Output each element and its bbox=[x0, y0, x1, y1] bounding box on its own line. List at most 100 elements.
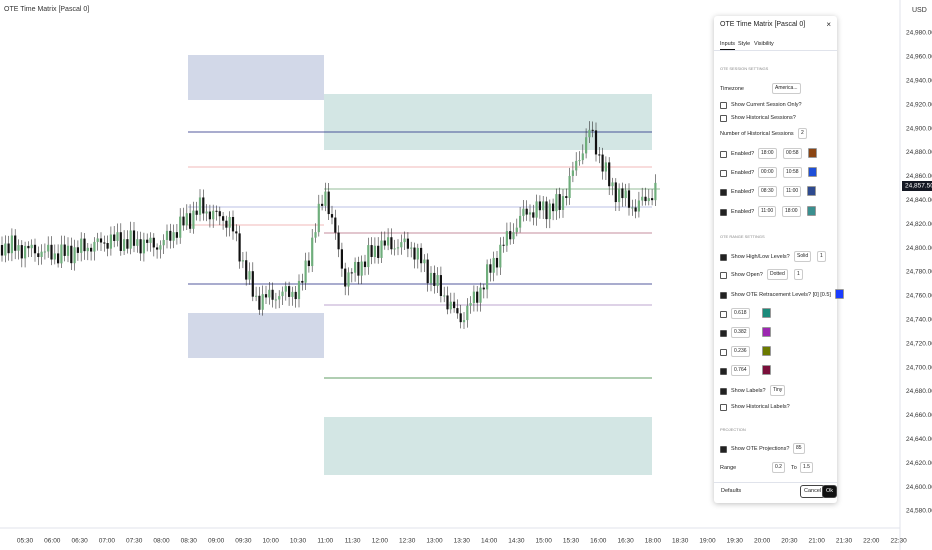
tab[interactable]: Style bbox=[738, 41, 751, 47]
candle-body bbox=[350, 272, 353, 274]
candle-body bbox=[231, 216, 235, 232]
color-swatch[interactable] bbox=[762, 327, 771, 337]
checkbox[interactable] bbox=[720, 209, 727, 216]
checkbox[interactable] bbox=[720, 446, 727, 453]
candle-body bbox=[212, 210, 215, 220]
candle-body bbox=[172, 232, 175, 241]
checkbox[interactable] bbox=[720, 311, 727, 318]
candle-body bbox=[7, 243, 10, 254]
candle-body bbox=[370, 245, 373, 257]
checkbox[interactable] bbox=[720, 330, 727, 337]
input-field[interactable]: 1 bbox=[794, 269, 803, 280]
ok-button[interactable]: Ok bbox=[822, 485, 838, 498]
candle-body bbox=[4, 243, 7, 256]
checkbox[interactable] bbox=[720, 292, 727, 299]
input-field[interactable]: 08:30 bbox=[758, 186, 777, 197]
candle-body bbox=[93, 241, 96, 252]
color-swatch[interactable] bbox=[835, 289, 844, 299]
time-label: 22:30 bbox=[890, 538, 907, 545]
candle-body bbox=[535, 201, 538, 218]
candle-body bbox=[383, 240, 386, 246]
input-field[interactable]: 18:00 bbox=[782, 206, 801, 217]
checkbox[interactable] bbox=[720, 115, 727, 122]
input-field[interactable]: 0.2 bbox=[772, 462, 785, 473]
input-field[interactable]: Solid bbox=[794, 251, 812, 262]
candle-body bbox=[651, 198, 654, 201]
checkbox[interactable] bbox=[720, 404, 727, 411]
input-field[interactable]: 1 bbox=[817, 251, 826, 262]
color-swatch[interactable] bbox=[808, 167, 817, 177]
checkbox[interactable] bbox=[720, 349, 727, 356]
candle-body bbox=[456, 308, 459, 314]
input-field[interactable]: 00:00 bbox=[758, 167, 777, 178]
candle-body bbox=[330, 214, 334, 218]
input-field[interactable]: 0.236 bbox=[731, 346, 750, 357]
color-swatch[interactable] bbox=[762, 308, 771, 318]
candle-body bbox=[446, 295, 449, 310]
input-field[interactable]: 2 bbox=[798, 128, 807, 139]
time-label: 21:00 bbox=[809, 538, 826, 545]
section-heading: PROJECTION bbox=[720, 427, 746, 432]
color-swatch[interactable] bbox=[807, 186, 816, 196]
input-field[interactable]: 1.5 bbox=[800, 462, 813, 473]
price-label: 24,980.00 bbox=[906, 30, 932, 37]
time-label: 10:00 bbox=[263, 538, 280, 545]
time-label: 15:00 bbox=[536, 538, 553, 545]
checkbox[interactable] bbox=[720, 254, 727, 261]
candle-body bbox=[126, 239, 129, 249]
tab[interactable]: Visibility bbox=[754, 41, 774, 47]
input-field[interactable]: 00:58 bbox=[783, 148, 802, 159]
input-field[interactable]: 0.618 bbox=[731, 308, 750, 319]
candle-body bbox=[459, 313, 462, 323]
candle-body bbox=[641, 196, 644, 201]
candle-body bbox=[261, 294, 264, 310]
input-field[interactable]: America... bbox=[772, 83, 801, 94]
input-field[interactable]: 85 bbox=[793, 443, 805, 454]
input-field[interactable]: 10:58 bbox=[783, 167, 802, 178]
time-label: 11:30 bbox=[345, 538, 361, 545]
checkbox[interactable] bbox=[720, 151, 727, 158]
close-button[interactable]: × bbox=[826, 20, 831, 29]
time-label: 14:00 bbox=[481, 538, 498, 545]
row-label: Timezone bbox=[720, 86, 744, 92]
candle-body bbox=[198, 197, 202, 215]
input-field[interactable]: 11:00 bbox=[758, 206, 777, 217]
candle-body bbox=[406, 238, 409, 249]
color-swatch[interactable] bbox=[808, 148, 817, 158]
candle-body bbox=[307, 260, 310, 267]
candle-body bbox=[337, 232, 340, 250]
candle-body bbox=[40, 251, 43, 257]
candle-body bbox=[304, 260, 307, 283]
input-field[interactable]: 0.764 bbox=[731, 365, 750, 376]
candle-body bbox=[195, 210, 198, 215]
defaults-button[interactable]: Defaults bbox=[721, 488, 742, 494]
color-swatch[interactable] bbox=[762, 365, 771, 375]
candle-body bbox=[654, 182, 657, 201]
candle-body bbox=[522, 208, 525, 216]
input-field[interactable]: Tiny bbox=[770, 385, 786, 396]
checkbox[interactable] bbox=[720, 388, 727, 395]
candle-body bbox=[545, 201, 548, 220]
input-field[interactable]: 0.382 bbox=[731, 327, 750, 338]
input-field[interactable]: 18:00 bbox=[758, 148, 777, 159]
input-field[interactable]: Dotted bbox=[767, 269, 788, 280]
price-label: 24,900.00 bbox=[906, 125, 932, 132]
candle-body bbox=[146, 239, 149, 243]
color-swatch[interactable] bbox=[807, 206, 816, 216]
time-label: 15:30 bbox=[563, 538, 580, 545]
checkbox[interactable] bbox=[720, 102, 727, 109]
time-label: 16:30 bbox=[617, 538, 634, 545]
candle-body bbox=[63, 244, 66, 256]
checkbox[interactable] bbox=[720, 272, 727, 279]
candle-body bbox=[248, 271, 251, 280]
checkbox[interactable] bbox=[720, 368, 727, 375]
candle-body bbox=[274, 299, 277, 301]
price-label: 24,680.00 bbox=[906, 388, 932, 395]
candle-body bbox=[70, 245, 73, 264]
tab[interactable]: Inputs bbox=[720, 41, 735, 50]
input-field[interactable]: 11:00 bbox=[783, 186, 802, 197]
checkbox[interactable] bbox=[720, 189, 727, 196]
color-swatch[interactable] bbox=[762, 346, 771, 356]
candle-body bbox=[96, 238, 99, 242]
checkbox[interactable] bbox=[720, 170, 727, 177]
